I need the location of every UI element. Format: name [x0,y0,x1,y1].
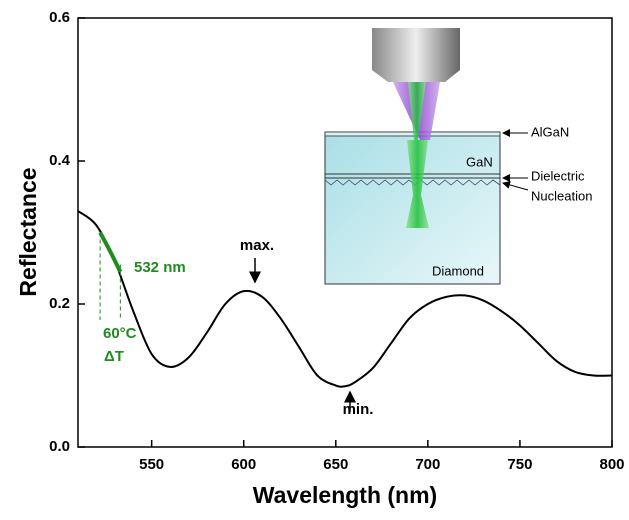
objective [372,28,460,82]
x-tick-label: 550 [139,456,164,473]
algan-layer [324,131,501,137]
x-tick-label: 750 [507,456,532,473]
arrow [502,181,529,191]
annotation: max. [240,237,274,254]
green-beam [406,140,429,228]
y-tick-label: 0.4 [49,152,71,169]
line [77,210,613,388]
x-tick-label: 700 [415,456,440,473]
annotation: 532 nm [134,259,186,276]
annotation: 60°C [103,325,137,342]
y-tick-label: 0.6 [49,9,70,26]
inset-label: GaN [466,154,493,169]
inset-label: Diamond [432,263,484,278]
y-tick-label: 0.0 [49,438,70,455]
x-tick-label: 600 [231,456,256,473]
x-tick-label: 800 [599,456,624,473]
x-axis-label: Wavelength (nm) [253,482,437,508]
y-axis-label: Reflectance [15,167,41,296]
inset-label: Nucleation [531,188,592,203]
x-tick-label: 650 [323,456,348,473]
inset-label: Dielectric [531,168,585,183]
plot-frame [77,17,613,448]
inset: AlGaN GaN Dielectric Nucleation Diamond [324,28,592,285]
line [98,231,123,273]
green-beam-top [408,82,426,140]
y-tick-label: 0.2 [49,295,70,312]
annotation: ΔT [104,348,124,365]
inset-label: AlGaN [531,124,569,139]
annotation: min. [343,401,374,418]
